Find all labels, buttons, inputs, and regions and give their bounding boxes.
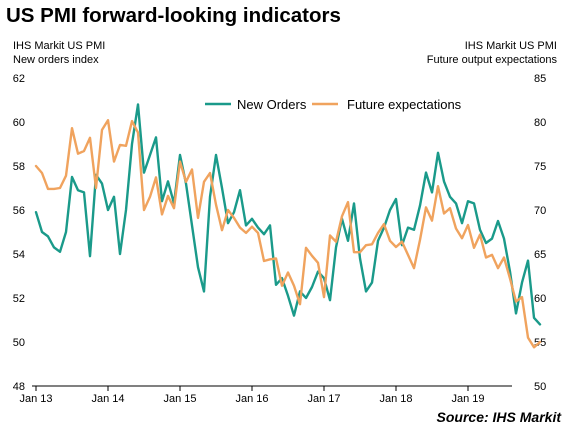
x-tick-label: Jan 17 bbox=[307, 393, 340, 405]
x-tick-label: Jan 18 bbox=[379, 393, 412, 405]
y-left-tick-label: 58 bbox=[13, 161, 25, 173]
y-right-tick-label: 75 bbox=[534, 161, 546, 173]
series-line-future-expectations bbox=[34, 118, 542, 349]
y-right-tick-label: 50 bbox=[534, 381, 546, 393]
x-tick-label: Jan 16 bbox=[235, 393, 268, 405]
y-left-tick-label: 54 bbox=[13, 249, 25, 261]
y-left-tick-label: 56 bbox=[13, 205, 25, 217]
source-note: Source: IHS Markit bbox=[436, 409, 561, 425]
y-right-tick-label: 85 bbox=[534, 73, 546, 85]
right-axis-caption-line2: Future output expectations bbox=[426, 54, 557, 66]
y-left-tick-label: 60 bbox=[13, 117, 25, 129]
right-axis-caption: IHS Markit US PMI Future output expectat… bbox=[427, 39, 557, 67]
chart-title: US PMI forward-looking indicators bbox=[6, 4, 341, 27]
left-axis-caption: IHS Markit US PMI New orders index bbox=[13, 39, 105, 67]
series-line-new-orders bbox=[34, 103, 542, 326]
y-right-tick-label: 60 bbox=[534, 293, 546, 305]
x-tick-label: Jan 19 bbox=[451, 393, 484, 405]
left-axis-caption-line2: New orders index bbox=[13, 54, 99, 66]
y-left-tick-label: 52 bbox=[13, 293, 25, 305]
left-axis-caption-line1: IHS Markit US PMI bbox=[13, 40, 106, 52]
legend-label-new-orders: New Orders bbox=[237, 97, 307, 112]
right-axis-caption-line1: IHS Markit US PMI bbox=[464, 40, 557, 52]
x-tick-label: Jan 13 bbox=[19, 393, 52, 405]
y-left-tick-label: 50 bbox=[13, 337, 25, 349]
y-left-tick-label: 48 bbox=[13, 381, 25, 393]
y-right-tick-label: 65 bbox=[534, 249, 546, 261]
y-right-tick-label: 70 bbox=[534, 205, 546, 217]
y-left-tick-label: 62 bbox=[13, 73, 25, 85]
x-tick-label: Jan 15 bbox=[163, 393, 196, 405]
x-tick-label: Jan 14 bbox=[91, 393, 124, 405]
y-right-tick-label: 80 bbox=[534, 117, 546, 129]
legend-label-future-expectations: Future expectations bbox=[347, 97, 462, 112]
